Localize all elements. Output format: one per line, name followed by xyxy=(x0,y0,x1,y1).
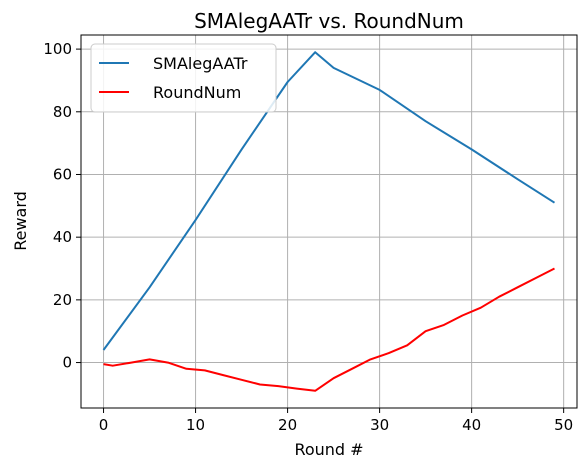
x-axis-label: Round # xyxy=(294,440,363,459)
x-tick-label: 20 xyxy=(278,416,297,434)
y-axis-label: Reward xyxy=(11,191,30,251)
legend: SMAlegAATr RoundNum xyxy=(90,43,277,113)
y-tick-label: 0 xyxy=(62,354,72,372)
y-tick-label: 80 xyxy=(53,103,72,121)
plot-frame xyxy=(80,34,578,409)
series-line-smalegaatr xyxy=(102,51,556,351)
y-tick-label: 40 xyxy=(53,228,72,246)
x-tick-label: 50 xyxy=(554,416,573,434)
series-layer xyxy=(102,51,556,392)
y-tick-label: 60 xyxy=(53,165,72,183)
y-tick-label: 20 xyxy=(53,291,72,309)
tick-layer: 0 10 20 30 40 50 0 20 40 60 80 100 xyxy=(43,40,573,434)
series-line-roundnum xyxy=(103,267,555,392)
y-tick-label: 100 xyxy=(43,40,72,58)
legend-label: RoundNum xyxy=(153,83,241,102)
x-tick-label: 40 xyxy=(462,416,481,434)
legend-label: SMAlegAATr xyxy=(153,54,248,73)
chart-title: SMAlegAATr vs. RoundNum xyxy=(194,9,464,33)
x-tick-label: 0 xyxy=(99,416,109,434)
x-tick-label: 30 xyxy=(370,416,389,434)
x-tick-label: 10 xyxy=(186,416,205,434)
legend-box xyxy=(90,43,277,113)
